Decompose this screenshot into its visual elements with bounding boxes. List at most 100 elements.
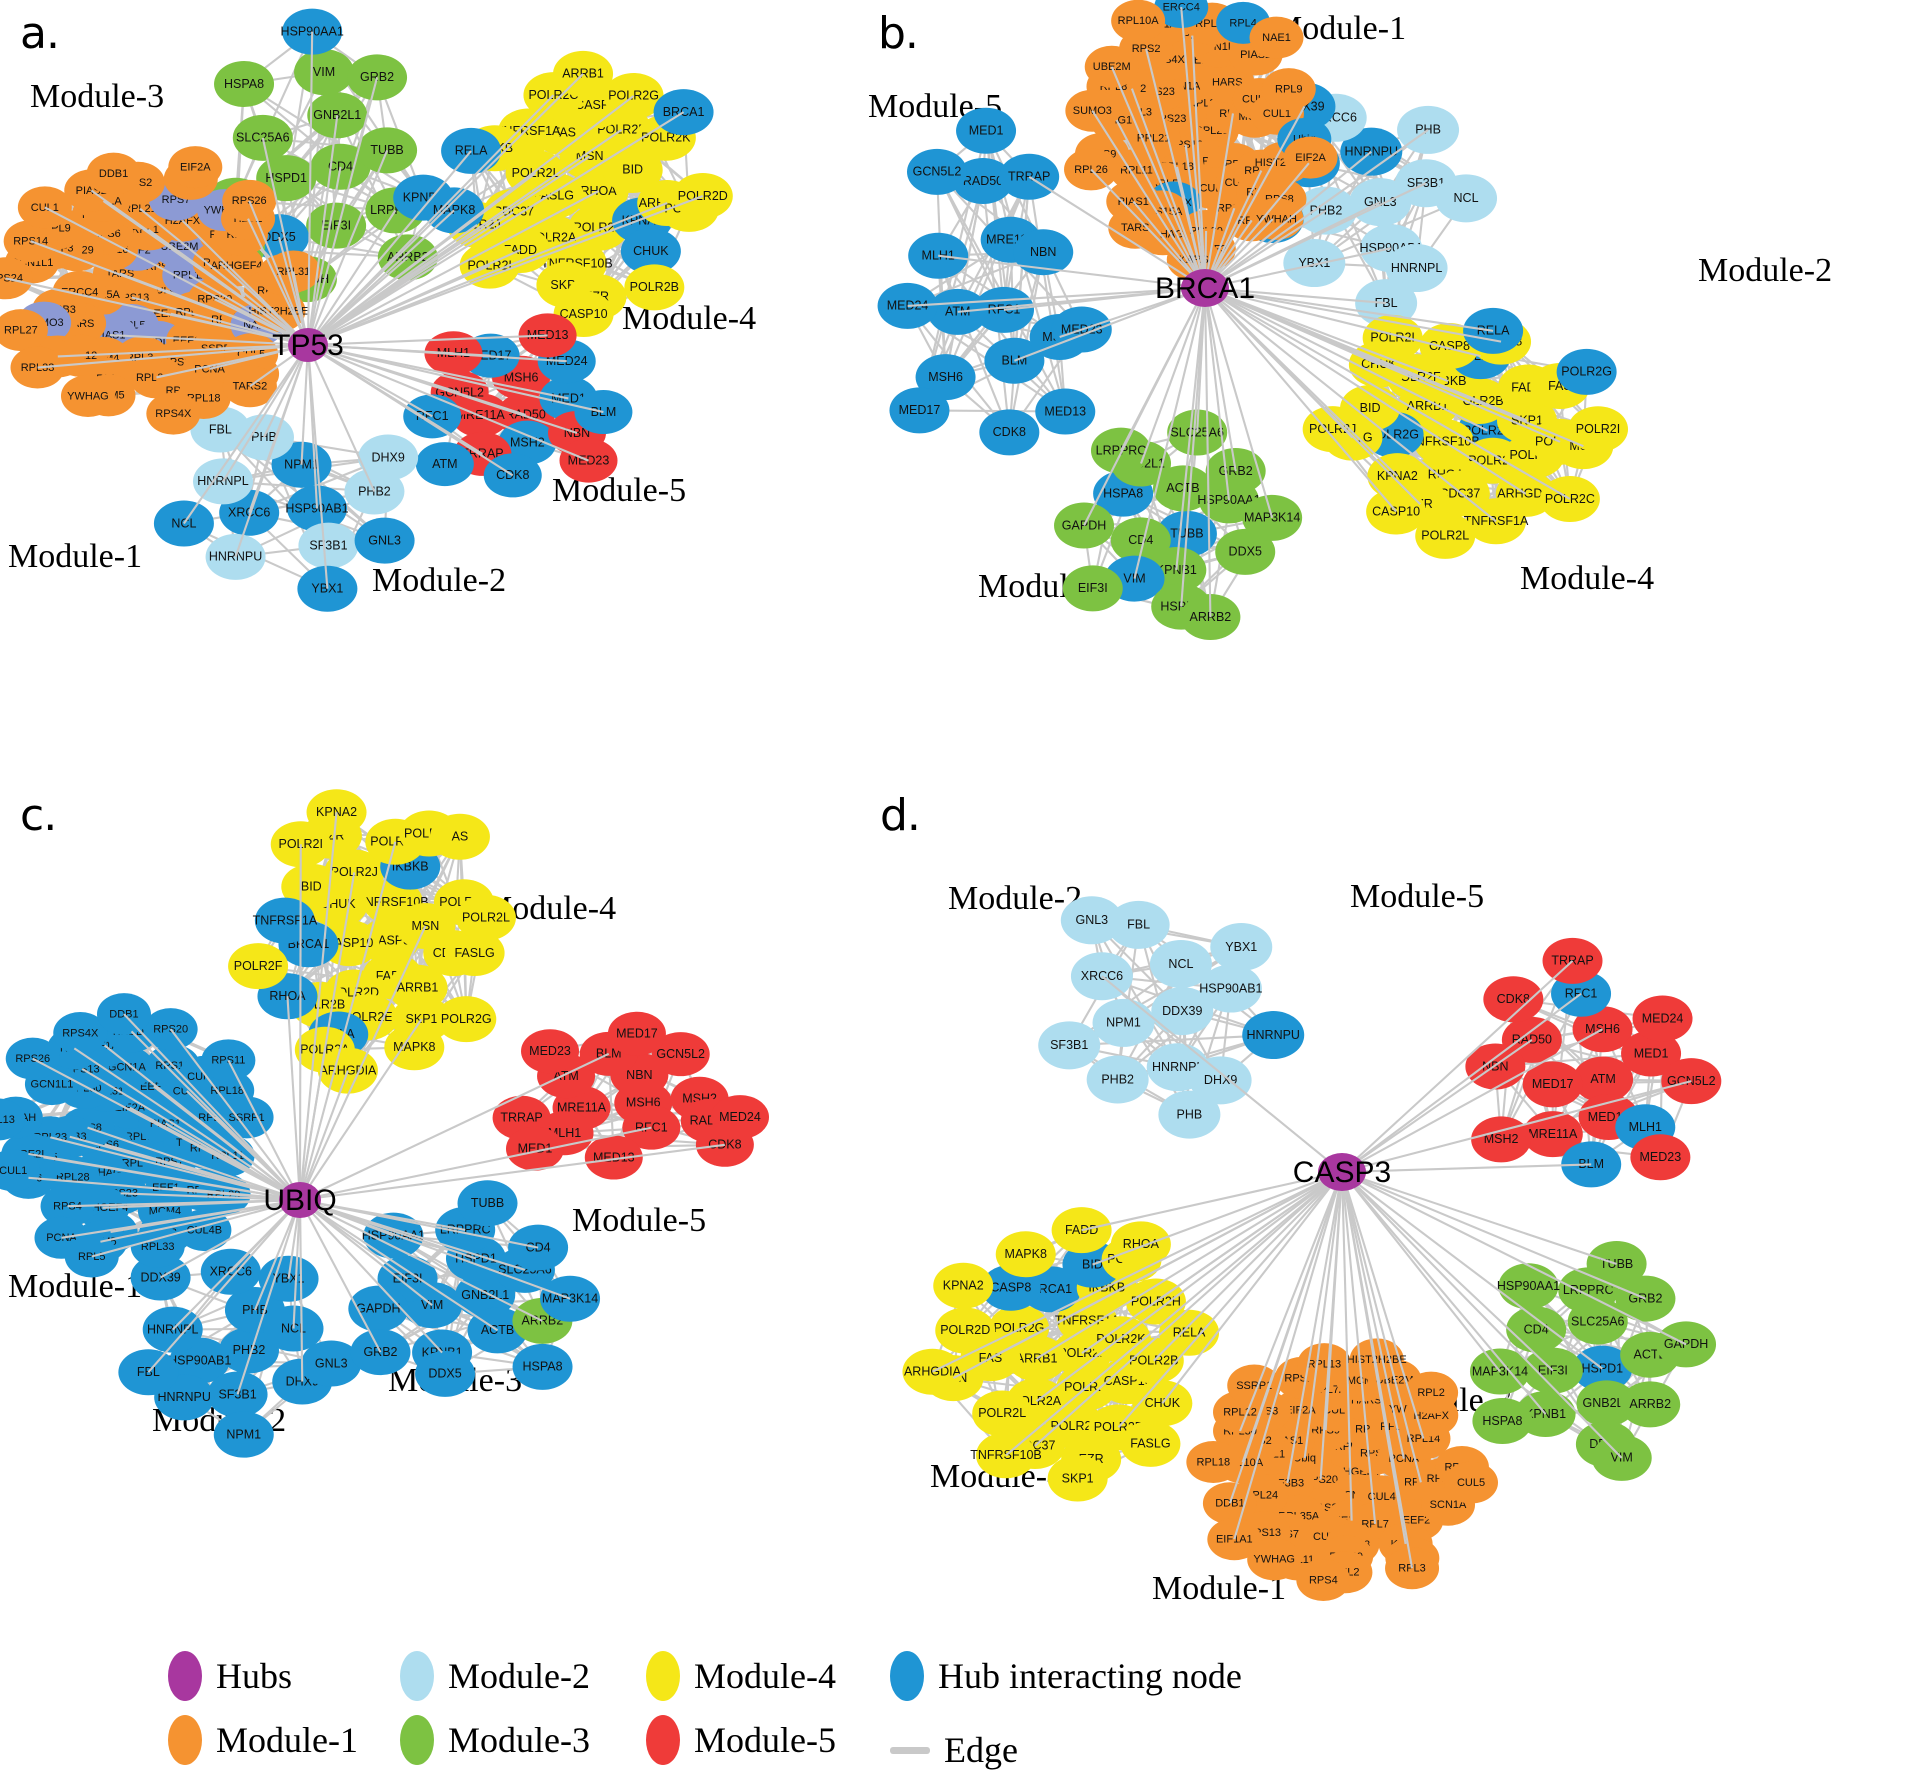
network-node[interactable]: HSP90AA1 [1497, 1263, 1560, 1310]
network-node[interactable]: HIST2H2BE [1347, 1338, 1407, 1381]
network-node[interactable]: MED17 [889, 387, 950, 434]
network-node[interactable]: FADD [1051, 1207, 1112, 1254]
network-node[interactable]: MAPK8 [384, 1024, 445, 1071]
network-node[interactable]: EIF3I [1062, 565, 1123, 612]
network-node[interactable]: HNRNPU [1242, 1011, 1305, 1060]
network-node[interactable]: MSH6 [915, 354, 976, 401]
network-node[interactable]: RPL5 [64, 1235, 119, 1278]
network-node[interactable]: ATM [1573, 1056, 1634, 1103]
network-node[interactable]: DDX39 [1151, 987, 1214, 1036]
network-node[interactable]: HSP90AB1 [1199, 964, 1263, 1013]
network-node[interactable]: YWHAG [60, 374, 115, 417]
network-node[interactable]: GCN5L2 [906, 148, 967, 195]
network-node[interactable]: DHX9 [358, 434, 419, 481]
network-node[interactable]: POLR2L [455, 894, 516, 941]
network-node[interactable]: RPS4X [53, 1012, 108, 1055]
network-node[interactable]: HNRNPL [1385, 244, 1448, 293]
network-node[interactable]: RPL3 [1385, 1547, 1440, 1590]
network-node[interactable]: SKP1 [1047, 1455, 1108, 1502]
network-node[interactable]: RHOA [1110, 1221, 1171, 1268]
network-node[interactable]: MSH2 [1471, 1116, 1532, 1163]
network-node[interactable]: MED17 [607, 1011, 666, 1056]
network-node[interactable]: KPNA2 [933, 1262, 994, 1309]
network-node[interactable]: CDK8 [1483, 976, 1544, 1023]
network-node[interactable]: NPM1 [1092, 998, 1155, 1047]
network-node[interactable]: RPS4 [1296, 1559, 1351, 1602]
network-node[interactable]: HSPA8 [512, 1343, 573, 1390]
network-node[interactable]: RPL9 [1261, 68, 1316, 111]
network-node[interactable]: POLR2I [270, 821, 331, 868]
network-node[interactable]: HSPA8 [1472, 1397, 1533, 1444]
network-node[interactable]: CD4 [1506, 1306, 1567, 1353]
network-node[interactable]: NCL [1435, 174, 1498, 223]
network-node[interactable]: DDX5 [415, 1350, 476, 1397]
network-node[interactable]: POLR2G [436, 996, 497, 1043]
network-node[interactable]: POLR2L [972, 1390, 1033, 1437]
network-node[interactable]: BID [602, 146, 663, 193]
network-node[interactable]: PHB2 [219, 1327, 280, 1374]
network-node[interactable]: NPM1 [213, 1411, 274, 1458]
network-node[interactable]: PHB [1158, 1090, 1221, 1139]
network-node[interactable]: AS [429, 813, 490, 860]
network-node[interactable]: MSH6 [1572, 1006, 1633, 1053]
network-node[interactable]: FBL [1107, 900, 1170, 949]
network-node[interactable]: POLR2L [1415, 512, 1476, 559]
network-node[interactable]: BID [281, 863, 342, 910]
network-node[interactable]: DDB1 [96, 993, 151, 1036]
network-node[interactable]: RPL10A [1111, 0, 1166, 42]
network-node[interactable]: ARRB2 [1620, 1381, 1681, 1428]
network-node[interactable]: GNL3 [301, 1340, 362, 1387]
network-node[interactable]: MED17 [1522, 1061, 1583, 1108]
network-node[interactable] [1318, 1153, 1366, 1191]
network-node[interactable]: RELA [1159, 1309, 1220, 1356]
network-node[interactable]: NCL [1149, 939, 1212, 988]
network-node[interactable]: CD4 [508, 1224, 569, 1271]
network-node[interactable]: DDB1 [86, 152, 141, 195]
network-node[interactable]: RPL2 [1404, 1371, 1459, 1414]
network-node[interactable]: VIM [294, 49, 355, 96]
network-node[interactable]: POLR2F [228, 943, 289, 990]
network-node[interactable]: DDX5 [1215, 528, 1276, 575]
network-node[interactable]: EIF2A [168, 146, 223, 189]
network-node[interactable]: HNRNPU [154, 1374, 215, 1421]
network-node[interactable]: POLR2I [1362, 314, 1423, 361]
network-node[interactable]: GNL3 [1060, 896, 1123, 945]
network-node[interactable]: HSPA8 [214, 61, 275, 108]
network-node[interactable]: NBN [1013, 229, 1074, 276]
network-node[interactable]: CDK8 [979, 409, 1040, 456]
network-node[interactable]: FASLG [1120, 1420, 1181, 1467]
network-node[interactable]: TUBB [457, 1180, 518, 1227]
network-node[interactable]: TARS [1108, 206, 1163, 249]
network-node[interactable]: GRB2 [1205, 448, 1266, 495]
network-node[interactable]: DHX9 [1189, 1056, 1252, 1105]
network-node[interactable]: EIF2A [1283, 136, 1338, 179]
network-node[interactable]: MRE11A [1522, 1111, 1583, 1158]
network-node[interactable]: GAPDH [1656, 1321, 1717, 1368]
network-node[interactable]: MAPK8 [995, 1231, 1056, 1278]
network-node[interactable]: YWHAG [1247, 1538, 1302, 1581]
network-node[interactable]: SF3B1 [298, 522, 359, 569]
network-node[interactable]: MED1 [505, 1126, 564, 1171]
network-node[interactable]: RPL18 [1186, 1441, 1241, 1484]
network-node[interactable]: PHB2 [1086, 1055, 1149, 1104]
network-node[interactable]: SF3B1 [207, 1371, 268, 1418]
network-node[interactable]: POLR2B [624, 264, 685, 311]
network-node[interactable]: CUL1 [0, 1149, 41, 1192]
network-node[interactable]: POLR2G [1556, 348, 1617, 395]
network-node[interactable] [1181, 269, 1229, 307]
network-node[interactable]: YBX1 [1210, 922, 1273, 971]
network-node[interactable]: MED1 [956, 107, 1017, 154]
network-node[interactable]: GCN5L2 [651, 1032, 710, 1077]
network-node[interactable]: KPNA2 [306, 789, 367, 836]
network-node[interactable] [279, 1182, 321, 1218]
network-node[interactable]: CHUK [620, 228, 681, 275]
network-node[interactable]: POLR2D [935, 1307, 996, 1354]
network-node[interactable] [288, 328, 328, 362]
network-node[interactable]: DDB1 [1202, 1482, 1257, 1525]
network-node[interactable]: RPL33 [130, 1225, 185, 1268]
network-node[interactable]: RPL27 [0, 309, 48, 352]
network-node[interactable]: FASLG [444, 930, 505, 977]
network-node[interactable]: ATM [415, 442, 474, 487]
network-node[interactable]: RPL26 [1064, 148, 1119, 191]
network-node[interactable]: MED23 [1630, 1134, 1691, 1181]
